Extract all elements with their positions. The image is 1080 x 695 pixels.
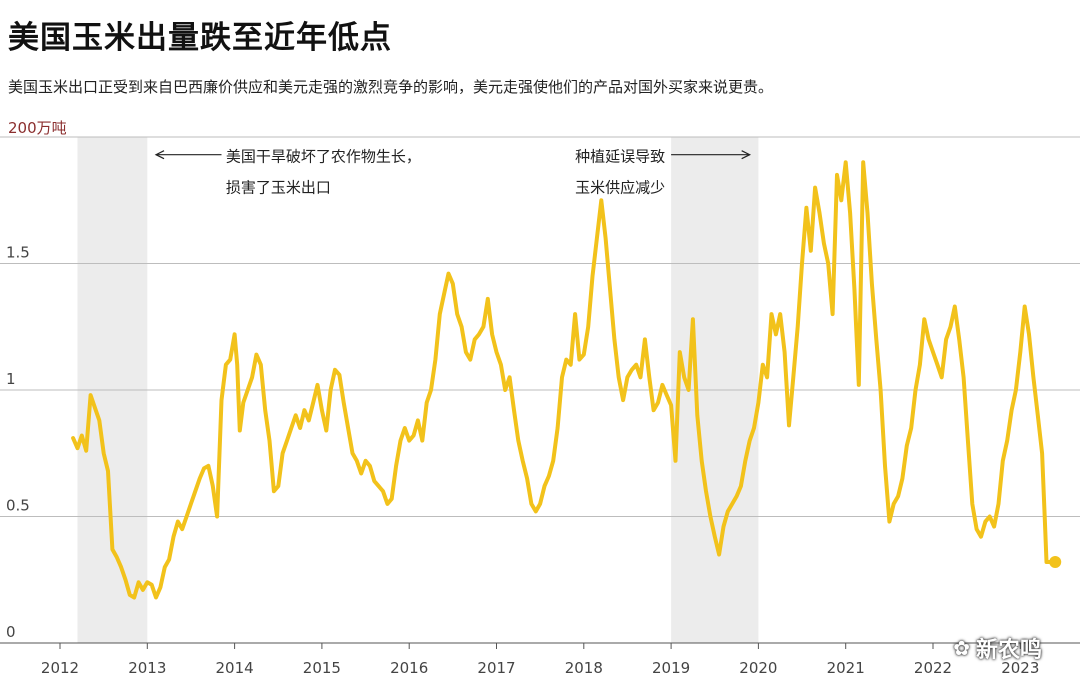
annotation-text: 损害了玉米出口 — [226, 179, 331, 197]
y-tick-labels: 0 0.5 1 1.5 — [6, 244, 30, 642]
annotation-text: 玉米供应减少 — [575, 179, 665, 197]
watermark: ✿ 新农鸣 — [953, 632, 1042, 664]
chart-title: 美国玉米出量跌至近年低点 — [8, 20, 392, 56]
x-tick-label: 2014 — [216, 659, 254, 677]
x-tick-label: 2018 — [565, 659, 603, 677]
x-tick-labels: 2012 2013 2014 2015 2016 2017 2018 2019 2020 2021… — [41, 643, 1039, 677]
chart-subtitle: 美国玉米出口正受到来自巴西廉价供应和美元走强的激烈竞争的影响，美元走强使他们的产… — [8, 78, 774, 96]
series-line-0 — [71, 160, 1058, 600]
annotation-arrowhead — [154, 150, 165, 160]
y-tick-label: 1 — [6, 370, 16, 388]
y-axis-unit-label: 200万吨 — [8, 119, 67, 137]
y-tick-label: 0.5 — [6, 497, 30, 515]
series-layer — [71, 160, 1062, 600]
x-tick-label: 2020 — [739, 659, 777, 677]
y-tick-label: 0 — [6, 623, 16, 641]
x-tick-label: 2022 — [914, 659, 952, 677]
annotation-arrowhead — [741, 150, 752, 160]
x-tick-label: 2015 — [303, 659, 341, 677]
x-tick-label: 2023 — [1001, 659, 1039, 677]
annotation-text: 种植延误导致 — [575, 148, 665, 166]
series-end-point — [1049, 556, 1062, 569]
x-tick-label: 2012 — [41, 659, 79, 677]
gridlines — [0, 136, 1080, 644]
wechat-icon: ✿ — [953, 636, 970, 660]
x-tick-label: 2013 — [128, 659, 166, 677]
x-tick-label: 2017 — [477, 659, 515, 677]
y-tick-label: 1.5 — [6, 244, 30, 262]
x-tick-label: 2019 — [652, 659, 690, 677]
x-tick-label: 2021 — [827, 659, 865, 677]
x-tick-label: 2016 — [390, 659, 428, 677]
annotation-0: 美国干旱破坏了农作物生长， 损害了玉米出口 — [154, 148, 421, 197]
watermark-text: 新农鸣 — [975, 638, 1042, 663]
annotation-text: 美国干旱破坏了农作物生长， — [226, 148, 421, 166]
